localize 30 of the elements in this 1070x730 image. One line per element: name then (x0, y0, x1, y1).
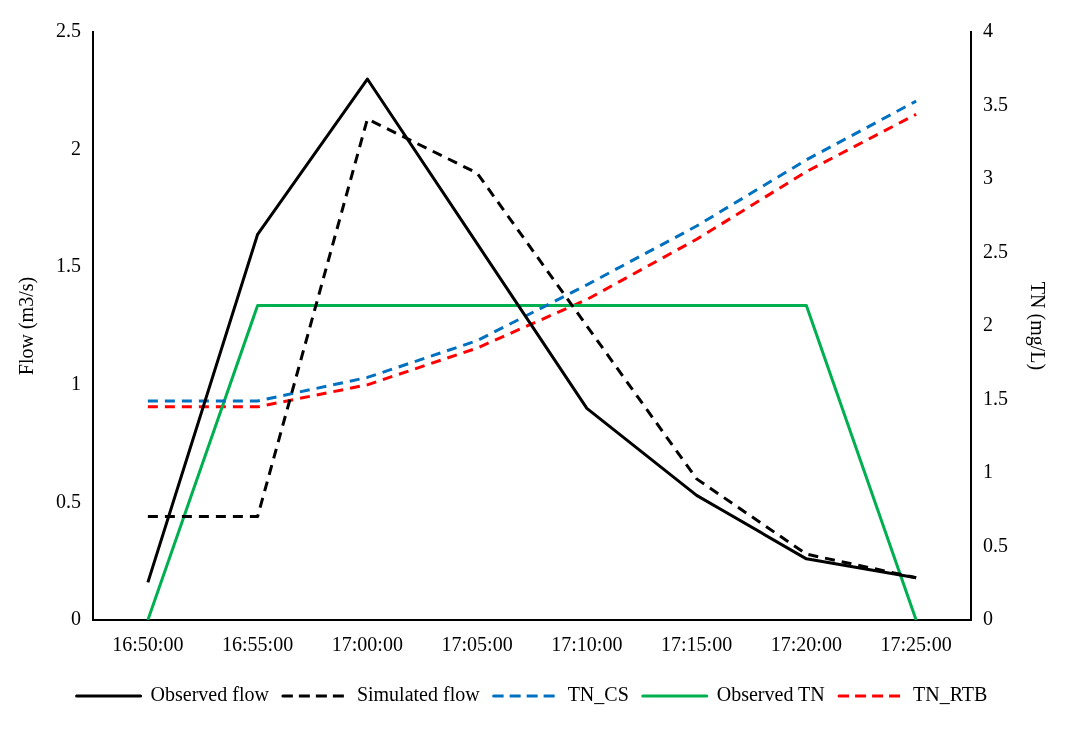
legend-label: Observed TN (716, 683, 825, 706)
y2-tick-label: 4 (983, 19, 993, 42)
y2-tick-label: 3.5 (983, 92, 1008, 115)
x-tick-label: 16:55:00 (222, 633, 294, 656)
x-tick-label: 17:25:00 (880, 633, 952, 656)
y-tick-label: 1.5 (56, 254, 81, 277)
legend-label: TN_CS (567, 683, 629, 706)
x-tick-label: 17:20:00 (770, 633, 842, 656)
y2-tick-label: 1 (983, 460, 993, 483)
y-tick-label: 2 (71, 136, 81, 159)
y2-tick-label: 0 (983, 607, 993, 630)
y-tick-label: 0 (71, 607, 81, 630)
y-axis-title: Flow (m3/s) (15, 276, 39, 376)
y-tick-label: 0.5 (56, 489, 81, 512)
y-tick-label: 2.5 (56, 19, 81, 42)
x-tick-label: 17:05:00 (441, 633, 513, 656)
y2-axis-title: TN (mg/L) (1025, 281, 1049, 371)
x-tick-label: 17:15:00 (661, 633, 733, 656)
y2-tick-label: 0.5 (983, 533, 1008, 556)
legend-label: Simulated flow (356, 683, 481, 706)
x-tick-label: 16:50:00 (112, 633, 184, 656)
y2-tick-label: 3 (983, 166, 993, 189)
legend-label: Observed flow (150, 683, 270, 706)
y2-tick-label: 1.5 (983, 386, 1008, 409)
y2-tick-label: 2 (983, 313, 993, 336)
y2-tick-label: 2.5 (983, 239, 1008, 262)
x-tick-label: 17:00:00 (331, 633, 403, 656)
y-tick-label: 1 (71, 372, 81, 395)
x-tick-label: 17:10:00 (551, 633, 623, 656)
legend-label: TN_RTB (913, 683, 988, 706)
